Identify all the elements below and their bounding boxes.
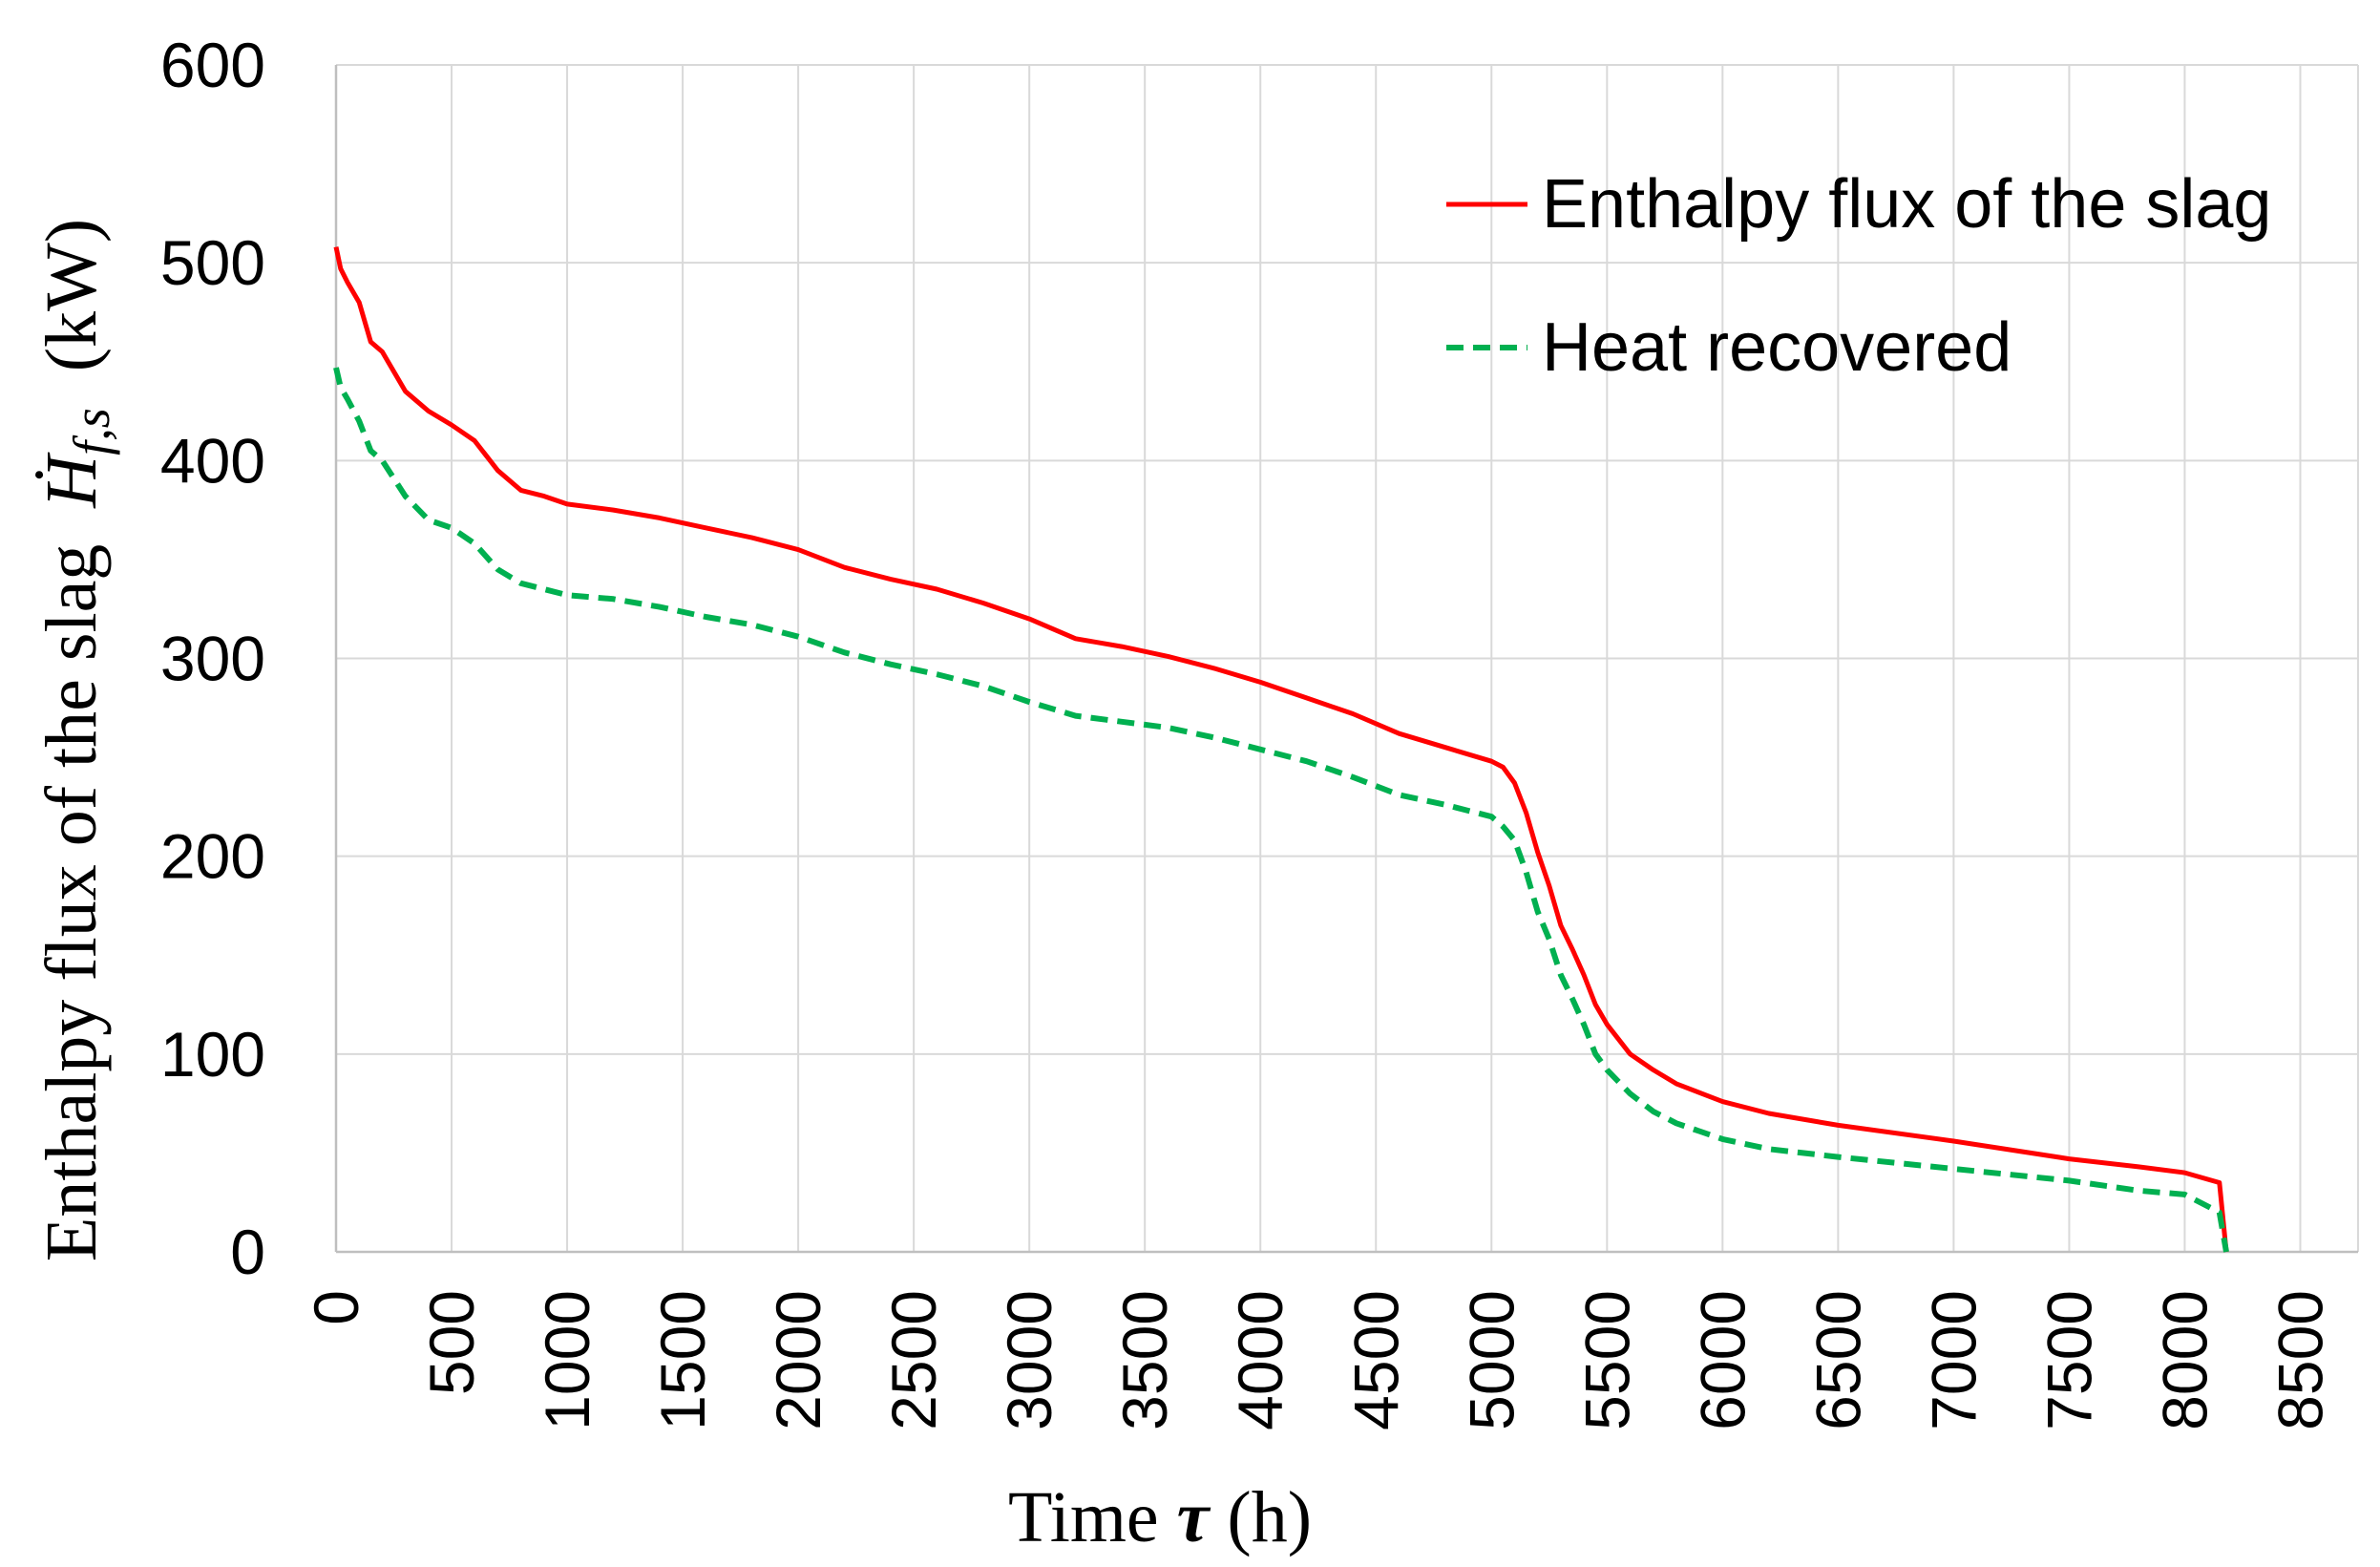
y-tick-label: 200: [160, 821, 265, 892]
y-tick-label: 400: [160, 425, 265, 496]
axes: [334, 65, 2358, 1254]
x-tick-label: 4000: [1225, 1290, 1295, 1430]
x-tick-label: 7500: [2033, 1290, 2104, 1430]
x-tick-label: 2500: [878, 1290, 949, 1430]
y-axis-title: Enthalpy flux of the slag Ḣf,s (kW): [32, 219, 120, 1261]
x-axis-title-symbol: τ: [1177, 1477, 1211, 1557]
y-tick-label: 0: [230, 1217, 265, 1287]
y-axis-title-symbol: Ḣ: [32, 452, 112, 509]
x-tick-label: 2000: [763, 1290, 833, 1430]
series-lines: [333, 246, 2229, 1253]
y-tick-label: 500: [160, 227, 265, 298]
y-tick-label: 100: [160, 1019, 265, 1090]
x-tick-label: 6500: [1802, 1290, 1873, 1430]
y-tick-label: 600: [160, 30, 265, 100]
series-line-heat-recovered: [333, 367, 2229, 1253]
legend: Enthalpy flux of the slag Heat recovered: [1446, 166, 2271, 386]
x-axis-title-prefix: Time: [1008, 1477, 1177, 1557]
x-tick-label: 8000: [2149, 1290, 2220, 1430]
series-line-enthalpy-flux: [333, 246, 2229, 1253]
x-tick-label: 7000: [1918, 1290, 1989, 1430]
legend-label-enthalpy: Enthalpy flux of the slag: [1542, 166, 2271, 243]
grid: [336, 64, 2359, 1252]
y-axis-title-suffix: (kW): [32, 219, 112, 408]
x-tick-label: 1500: [647, 1290, 718, 1430]
x-tick-label: 1000: [532, 1290, 602, 1430]
x-axis-title: Time τ (h): [1008, 1477, 1312, 1557]
x-tick-label: 8500: [2264, 1290, 2335, 1430]
y-axis-title-subscript: f,s: [63, 408, 120, 455]
x-tick-label: 500: [416, 1290, 487, 1395]
y-axis-title-prefix: Enthalpy flux of the slag: [32, 508, 112, 1261]
x-tick-label: 0: [301, 1290, 371, 1325]
x-tick-label: 5500: [1571, 1290, 1642, 1430]
x-axis-title-suffix: (h): [1209, 1477, 1312, 1557]
x-tick-label: 4500: [1340, 1290, 1411, 1430]
x-tick-label: 3000: [994, 1290, 1064, 1430]
legend-label-heat: Heat recovered: [1542, 309, 2011, 386]
x-tick-label: 6000: [1687, 1290, 1758, 1430]
y-tick-label: 300: [160, 624, 265, 694]
x-tick-label: 3500: [1109, 1290, 1180, 1430]
x-tick-label: 5000: [1456, 1290, 1527, 1430]
